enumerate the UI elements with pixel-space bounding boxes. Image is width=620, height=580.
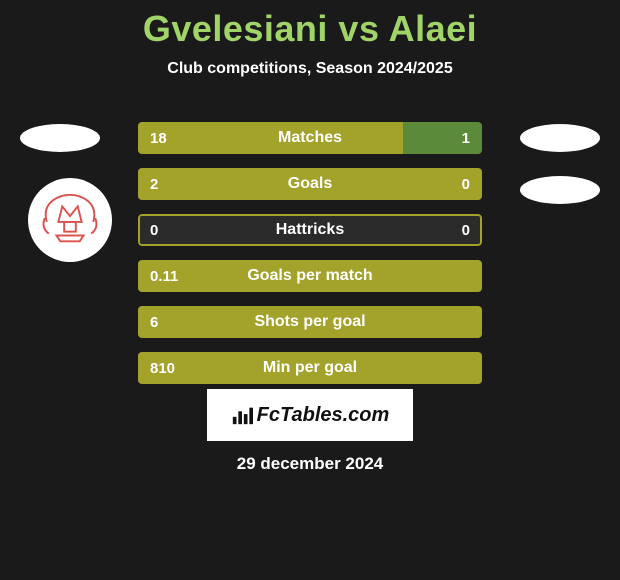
stats-bars: 181Matches 20Goals 00Hattricks 0.11Goals pe… <box>138 122 482 398</box>
stat-label: Shots per goal <box>138 306 482 338</box>
stat-label: Goals <box>138 168 482 200</box>
stat-row: 20Goals <box>138 168 482 200</box>
trophy-crest-icon <box>39 189 101 251</box>
stat-row: 6Shots per goal <box>138 306 482 338</box>
page-title: Gvelesiani vs Alaei <box>0 0 620 50</box>
stat-row: 810Min per goal <box>138 352 482 384</box>
subtitle: Club competitions, Season 2024/2025 <box>0 60 620 78</box>
bars-chart-icon <box>231 404 253 426</box>
stat-label: Hattricks <box>138 214 482 246</box>
stat-row: 181Matches <box>138 122 482 154</box>
stat-row: 00Hattricks <box>138 214 482 246</box>
player-right-crest-2 <box>520 176 600 204</box>
stat-label: Goals per match <box>138 260 482 292</box>
stat-row: 0.11Goals per match <box>138 260 482 292</box>
player-left-badge <box>28 178 112 262</box>
brand-label: FcTables.com <box>231 404 390 427</box>
player-left-crest-1 <box>20 124 100 152</box>
stat-label: Min per goal <box>138 352 482 384</box>
stat-label: Matches <box>138 122 482 154</box>
brand-box: FcTables.com <box>207 389 413 441</box>
player-right-crest-1 <box>520 124 600 152</box>
brand-text: FcTables.com <box>257 404 390 427</box>
date-label: 29 december 2024 <box>0 454 620 474</box>
